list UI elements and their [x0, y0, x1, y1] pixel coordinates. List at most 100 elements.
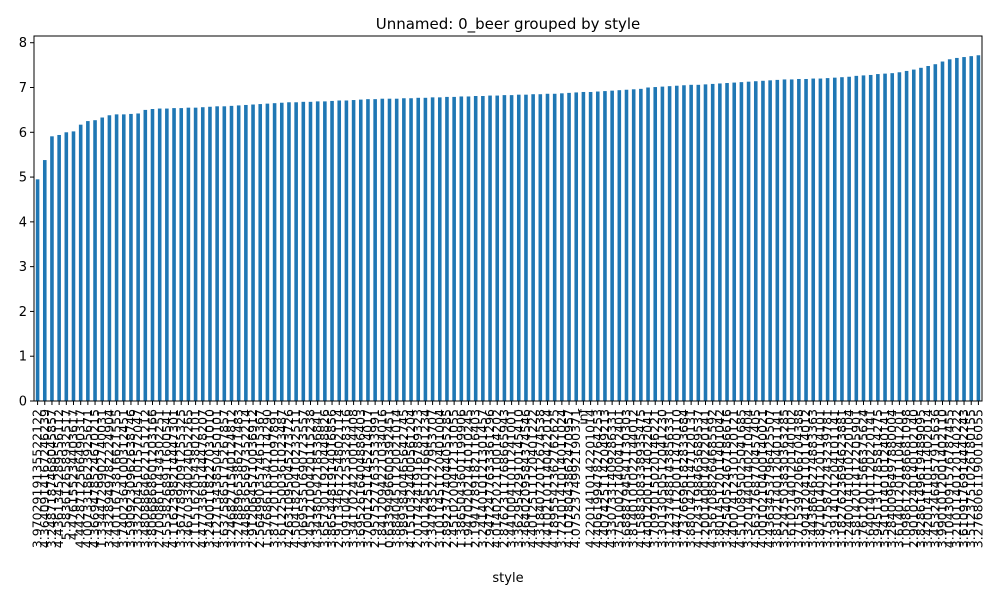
bar: [732, 82, 737, 401]
bar: [402, 98, 406, 401]
x-tick-label: 3.5909230962638746: [123, 409, 138, 548]
x-tick-label: 3.7097015020146221: [647, 409, 662, 548]
x-tick-label: 3.8801420147120131: [683, 409, 698, 548]
bar: [804, 78, 808, 402]
bar: [215, 106, 219, 401]
bar: [193, 107, 198, 401]
bar: [861, 75, 866, 401]
x-tick-label: 2.9120645710036912: [245, 409, 260, 548]
bar: [588, 91, 593, 401]
x-tick-label: 4.0010210400140021: [755, 409, 770, 548]
x-tick-label: 4.5538268911600541: [159, 409, 174, 548]
x-tick-label: 2.9472477633361296: [482, 409, 497, 548]
x-tick-label: 3.8710140120114101: [812, 409, 827, 548]
y-tick-label: 8: [19, 36, 27, 51]
bar: [186, 107, 191, 401]
x-tick-label: 3.4201411011402014: [920, 409, 935, 548]
bar: [445, 96, 449, 401]
bar: [904, 70, 909, 402]
x-tick-label: 3.2101140120140222: [949, 409, 964, 548]
bar: [172, 108, 176, 401]
x-tick-label: 4.1510324400561204: [403, 409, 418, 548]
bar: [35, 179, 40, 401]
x-tick-label: 4.1895542362762625: [547, 409, 562, 548]
bar: [940, 61, 945, 401]
x-tick-label: 3.6122500361023487: [274, 409, 289, 548]
bar: [409, 98, 413, 401]
y-tick-label: 4: [19, 215, 27, 230]
bar: [157, 108, 162, 402]
x-tick-label: 3.6109176914442243: [956, 409, 971, 548]
bar: [315, 101, 320, 401]
x-tick-label: 2.8762311768665943: [496, 409, 511, 548]
x-tick-label: 3.6952616404886403: [353, 409, 368, 548]
x-tick-label: 3.9901012001402110: [935, 409, 950, 548]
x-tick-label: 3.7376696182833684: [676, 409, 691, 548]
x-tick-label: 4.4773368144478207: [195, 409, 210, 548]
x-tick-label: 4.3640914167246239: [37, 409, 52, 548]
bar: [251, 104, 255, 402]
x-tick-label: 4.4012001114022041: [640, 409, 655, 548]
bar: [811, 78, 816, 402]
x-tick-label: 3.4012451016641234: [417, 409, 432, 548]
bar: [868, 74, 873, 402]
x-tick-label: 3.6140120111041201: [891, 409, 906, 548]
bar: [308, 101, 313, 401]
x-tick-label: 4.4361345289556112: [51, 409, 66, 548]
x-tick-label: 3.8654481914016856: [324, 409, 339, 548]
x-tick-label: 3.4328949782224904: [101, 409, 116, 548]
bar: [768, 80, 772, 401]
x-tick-label: 4.4011673816621555: [109, 409, 124, 548]
y-tick-label: 5: [19, 171, 27, 186]
x-tick-label: 3.8286149619489095: [913, 409, 928, 548]
x-tick-label: 3.4640209584374546: [518, 409, 533, 548]
bar: [258, 104, 263, 401]
bar: [516, 94, 521, 402]
bar: [129, 113, 133, 402]
bar: [236, 105, 241, 402]
x-tick-label: 2.9113461254802114: [331, 409, 346, 548]
bar: [797, 78, 801, 402]
x-tick-label: 4.4074251142049213: [597, 409, 612, 548]
bar: [574, 92, 579, 402]
bar: [150, 109, 155, 401]
bar: [294, 102, 298, 401]
x-tick-label: 3.4254052467186616: [719, 409, 734, 548]
x-tick-label: 2.7008611434302251: [152, 409, 167, 548]
x-tick-label: 4.3669478524670215: [87, 409, 102, 548]
bar: [423, 97, 428, 402]
x-tick-label: 4.0752374992190371: [568, 409, 583, 548]
x-tick-label: 3.1011451120401004: [432, 409, 447, 548]
x-tick-label: 4.2001400140220141: [698, 409, 713, 548]
bar: [739, 82, 744, 401]
bar: [560, 93, 564, 401]
x-tick-label: 4.4007412310120121: [726, 409, 741, 548]
bar: [955, 57, 959, 401]
bar: [473, 96, 478, 401]
x-tick-label: 1.3344729902740031: [94, 409, 109, 548]
x-tick-label: 4.1043091576787455: [942, 409, 957, 548]
bar: [947, 59, 952, 401]
x-tick-label: 3.5123751026180155: [963, 409, 978, 548]
bar: [883, 73, 887, 402]
bar: [93, 120, 97, 401]
bar: [459, 96, 464, 402]
x-tick-label: 2.0174241916789323: [410, 409, 425, 548]
bar: [538, 94, 543, 401]
bar: [57, 134, 61, 402]
bar: [890, 73, 895, 402]
x-tick-label: 3.0910421253328316: [338, 409, 353, 548]
bar: [42, 160, 47, 401]
bar: [962, 57, 966, 402]
bar: [646, 87, 650, 401]
x-tick-label: 3.3322045101572047: [130, 409, 145, 548]
bar: [265, 103, 270, 401]
bar: [825, 78, 830, 401]
x-tick-label: 0.6339496600392451: [382, 409, 397, 548]
bar: [847, 76, 851, 401]
bar: [524, 94, 528, 402]
bar: [610, 90, 614, 401]
x-tick-label: 5.583612658932517: [58, 409, 73, 540]
x-tick-label: 3.3629542910145410: [511, 409, 526, 548]
x-tick-label: 4.1588308338935475: [633, 409, 648, 548]
